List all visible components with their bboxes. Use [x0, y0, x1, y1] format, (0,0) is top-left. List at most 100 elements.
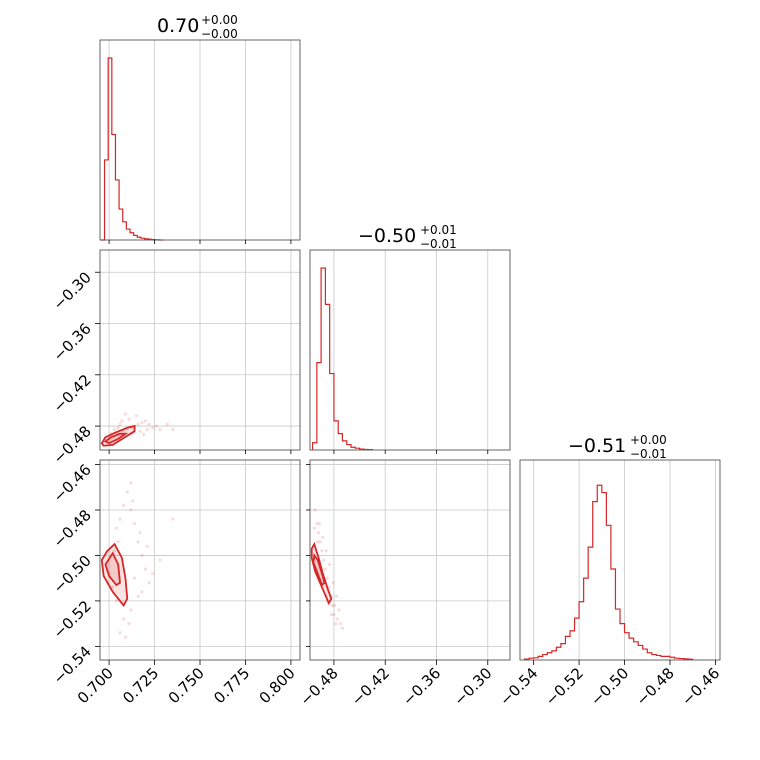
- scatter-point: [123, 635, 128, 639]
- scatter-point: [151, 572, 155, 576]
- scatter-point: [325, 576, 329, 580]
- scatter-point: [339, 622, 343, 626]
- title-param-1-value: 0.70: [157, 15, 199, 37]
- scatter-point: [127, 622, 131, 626]
- scatter-point: [158, 558, 162, 562]
- title-param-1-minus: −0.00: [201, 27, 238, 41]
- x-tick-label: −0.54: [496, 664, 541, 709]
- x-tick-label: 0.800: [256, 664, 299, 707]
- scatter-point: [331, 581, 335, 585]
- scatter-point: [318, 540, 322, 544]
- scatter-point: [134, 414, 138, 418]
- scatter-point: [333, 603, 337, 608]
- scatter-point: [330, 603, 334, 608]
- scatter-point: [129, 508, 133, 512]
- scatter-point: [147, 581, 151, 585]
- scatter-point: [334, 594, 339, 598]
- scatter-point: [136, 594, 140, 598]
- histogram-panel-param-3: [519, 459, 721, 661]
- x-tick-label: −0.50: [587, 664, 632, 709]
- scatter-point: [127, 417, 131, 421]
- histogram-panel-param-2: [309, 249, 511, 451]
- scatter-point: [118, 517, 122, 521]
- scatter-panel-param-1-vs-param-3: [99, 459, 301, 661]
- scatter-point: [145, 427, 149, 432]
- scatter-point: [328, 562, 332, 567]
- scatter-point: [118, 631, 122, 635]
- scatter-point: [316, 540, 320, 544]
- contour-level-1: [100, 424, 136, 447]
- title-param-2: −0.50 +0.01 −0.01: [358, 223, 457, 251]
- scatter-point: [143, 419, 148, 423]
- scatter-point: [125, 490, 129, 494]
- y-tick-label: −0.48: [50, 422, 95, 467]
- y-tick-label: −0.48: [50, 506, 95, 551]
- scatter-point: [123, 412, 128, 416]
- scatter-point: [316, 531, 321, 535]
- scatter-point: [116, 540, 120, 544]
- scatter-point: [154, 424, 158, 428]
- scatter-point: [114, 599, 118, 603]
- scatter-point: [321, 535, 325, 539]
- scatter-point: [320, 549, 324, 553]
- scatter-point: [140, 553, 144, 558]
- x-tick-label: −0.48: [297, 664, 342, 709]
- contour-level-2: [312, 553, 326, 587]
- scatter-point: [151, 426, 155, 430]
- scatter-point: [132, 522, 137, 526]
- scatter-point: [143, 567, 148, 571]
- scatter-panel-param-1-vs-param-2: [99, 249, 301, 451]
- y-tick-label: −0.30: [50, 268, 95, 313]
- scatter-point: [340, 626, 345, 630]
- title-param-2-plus: +0.01: [420, 223, 457, 237]
- title-param-2-minus: −0.01: [420, 237, 457, 251]
- x-tick-label: −0.42: [348, 664, 393, 709]
- title-param-1: 0.70 +0.00 −0.00: [157, 13, 238, 41]
- x-tick-label: −0.48: [633, 664, 678, 709]
- x-tick-label: −0.46: [678, 664, 723, 709]
- scatter-point: [332, 612, 336, 617]
- scatter-point: [120, 419, 124, 423]
- axis-ticks-layer: 0.700 0.725 0.750 0.775 0.800−0.48 −0.42 −0.36…: [50, 240, 723, 709]
- scatter-point: [324, 549, 328, 553]
- y-tick-label: −0.46: [50, 461, 95, 506]
- scatter-point: [138, 429, 142, 433]
- scatter-point: [122, 617, 126, 621]
- scatter-point: [313, 508, 317, 512]
- scatter-point: [158, 427, 162, 432]
- title-param-1-plus: +0.00: [201, 13, 238, 27]
- scatter-panel-param-2-vs-param-3: [309, 459, 511, 661]
- scatter-point: [138, 531, 142, 535]
- histogram-panel-param-1: [99, 39, 301, 241]
- histogram-step-param-1: [100, 57, 163, 241]
- scatter-point: [329, 612, 333, 617]
- scatter-point: [129, 608, 133, 612]
- scatter-point: [171, 427, 175, 432]
- scatter-point: [131, 499, 135, 503]
- scatter-point: [323, 567, 327, 571]
- scatter-point: [122, 503, 126, 508]
- panel-titles: 0.70 +0.00 −0.00 −0.50 +0.01 −0.01 −0.51…: [157, 13, 667, 461]
- scatter-point: [312, 526, 316, 530]
- scatter-point: [118, 422, 122, 426]
- scatter-point: [145, 544, 149, 548]
- title-param-3-minus: −0.01: [630, 447, 667, 461]
- scatter-point: [116, 426, 120, 430]
- title-param-3-plus: +0.00: [630, 433, 667, 447]
- scatter-point: [136, 540, 140, 544]
- scatter-point: [111, 585, 115, 589]
- scatter-point: [140, 421, 144, 425]
- scatter-point: [112, 549, 117, 553]
- scatter-point: [129, 481, 133, 485]
- scatter-point: [165, 422, 169, 426]
- scatter-point: [334, 622, 338, 626]
- title-param-2-value: −0.50: [358, 225, 416, 247]
- scatter-point: [112, 427, 117, 432]
- scatter-point: [147, 422, 151, 426]
- y-tick-label: −0.36: [50, 320, 95, 365]
- y-tick-label: −0.50: [50, 552, 95, 597]
- x-tick-label: 0.725: [119, 664, 162, 707]
- histogram-step-param-3: [523, 484, 694, 660]
- scatter-point: [337, 608, 341, 612]
